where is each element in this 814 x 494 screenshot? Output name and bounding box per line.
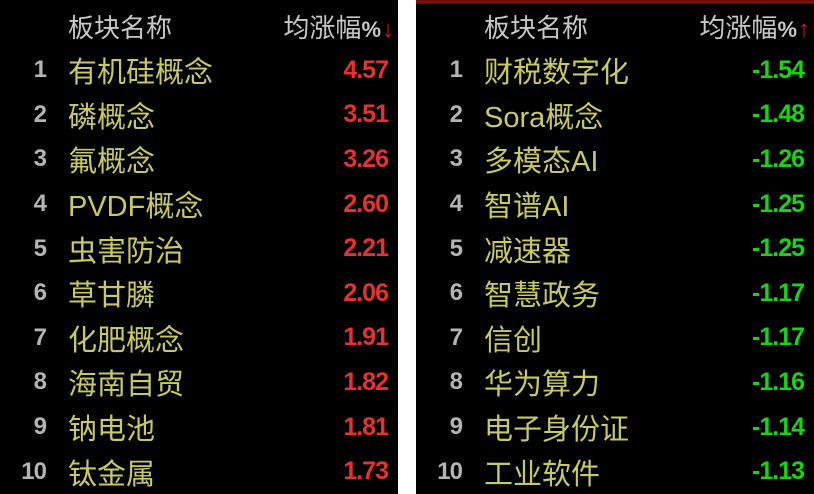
rank-number: 10: [21, 457, 47, 485]
sector-name: 减速器: [484, 235, 572, 268]
avg-change-value: -1.14: [752, 412, 805, 441]
sector-row[interactable]: 8 华为算力 -1.16: [416, 360, 814, 405]
avg-change-value: -1.13: [752, 457, 805, 486]
sector-row[interactable]: 4 智谱AI -1.25: [416, 182, 814, 227]
sector-row[interactable]: 9 钠电池 1.81: [0, 405, 398, 450]
sector-name: PVDF概念: [68, 191, 204, 224]
avg-change-value: 1.81: [343, 412, 389, 441]
gainers-row-list: 1 有机硅概念 4.57 2 磷概念 3.51 3 氟概念 3.26 4 PVDF概念 2.60 5 虫害…: [0, 48, 398, 494]
rank-number: 9: [33, 413, 47, 441]
rank-number: 4: [449, 190, 463, 218]
avg-change-value: -1.25: [752, 189, 805, 218]
rank-number: 7: [449, 323, 463, 351]
avg-change-value: 3.51: [343, 100, 389, 129]
sector-name: 工业软件: [484, 458, 601, 491]
rank-number: 5: [449, 234, 463, 262]
sector-row[interactable]: 3 氟概念 3.26: [0, 137, 398, 182]
sector-row[interactable]: 4 PVDF概念 2.60: [0, 182, 398, 227]
avg-change-column-header[interactable]: 均涨幅%↑: [654, 8, 814, 45]
sector-row[interactable]: 6 智慧政务 -1.17: [416, 271, 814, 316]
sector-name: 钛金属: [68, 458, 156, 491]
avg-change-value: -1.25: [752, 234, 805, 263]
sort-ascending-arrow-icon: ↑: [798, 15, 810, 43]
sector-name: 财税数字化: [484, 57, 630, 90]
sector-name: 多模态AI: [484, 146, 599, 179]
rank-number: 1: [33, 56, 47, 84]
losers-table-header: 板块名称 均涨幅%↑: [416, 0, 814, 48]
avg-change-value: -1.16: [752, 367, 805, 396]
sector-name: 氟概念: [68, 146, 156, 179]
rank-number: 2: [33, 100, 47, 128]
avg-change-value: -1.17: [752, 278, 805, 307]
avg-change-value: -1.17: [752, 323, 805, 352]
rank-number: 6: [33, 279, 47, 307]
percent-sign: %: [777, 16, 797, 42]
rank-number: 5: [33, 234, 47, 262]
sector-row[interactable]: 5 减速器 -1.25: [416, 226, 814, 271]
sector-row[interactable]: 2 Sora概念 -1.48: [416, 93, 814, 138]
losers-row-list: 1 财税数字化 -1.54 2 Sora概念 -1.48 3 多模态AI -1.26 4 智谱AI -…: [416, 48, 814, 494]
avg-change-label: 均涨幅: [699, 12, 778, 43]
sector-row[interactable]: 7 化肥概念 1.91: [0, 316, 398, 361]
gainers-table-header: 板块名称 均涨幅%↓: [0, 0, 398, 48]
sector-row[interactable]: 6 草甘膦 2.06: [0, 271, 398, 316]
sector-name: 化肥概念: [68, 324, 185, 357]
sector-name: 草甘膦: [68, 280, 156, 313]
avg-change-value: 2.60: [343, 189, 389, 218]
rank-number: 7: [33, 323, 47, 351]
sort-descending-arrow-icon: ↓: [382, 15, 394, 43]
sector-row[interactable]: 9 电子身份证 -1.14: [416, 405, 814, 450]
avg-change-value: 1.91: [343, 323, 389, 352]
rank-number: 6: [449, 279, 463, 307]
sector-row[interactable]: 1 有机硅概念 4.57: [0, 48, 398, 93]
sector-name: 电子身份证: [484, 414, 630, 447]
sector-name: 信创: [484, 324, 543, 357]
sector-name-column-header: 板块名称: [484, 12, 589, 43]
sector-name: 智慧政务: [484, 280, 601, 313]
avg-change-column-header[interactable]: 均涨幅%↓: [238, 8, 398, 45]
avg-change-value: 1.82: [343, 367, 389, 396]
avg-change-value: -1.26: [752, 144, 805, 173]
sector-row[interactable]: 8 海南自贸 1.82: [0, 360, 398, 405]
rank-number: 10: [437, 457, 463, 485]
rank-number: 1: [449, 56, 463, 84]
rank-number: 9: [449, 413, 463, 441]
sector-row[interactable]: 3 多模态AI -1.26: [416, 137, 814, 182]
sector-row[interactable]: 1 财税数字化 -1.54: [416, 48, 814, 93]
losers-panel: 板块名称 均涨幅%↑ 1 财税数字化 -1.54 2 Sora概念 -1.48 3 多模态AI…: [416, 0, 814, 494]
avg-change-value: 2.06: [343, 278, 389, 307]
sector-name: 钠电池: [68, 414, 156, 447]
avg-change-label: 均涨幅: [283, 12, 362, 43]
sector-row[interactable]: 10 钛金属 1.73: [0, 449, 398, 494]
sector-row[interactable]: 7 信创 -1.17: [416, 316, 814, 361]
avg-change-value: 1.73: [343, 457, 389, 486]
rank-number: 8: [33, 368, 47, 396]
sector-name: 磷概念: [68, 101, 156, 134]
avg-change-value: -1.48: [752, 100, 805, 129]
sector-row[interactable]: 5 虫害防治 2.21: [0, 226, 398, 271]
sector-name: 华为算力: [484, 369, 601, 402]
rank-number: 4: [33, 190, 47, 218]
rank-number: 2: [449, 100, 463, 128]
sector-row[interactable]: 2 磷概念 3.51: [0, 93, 398, 138]
sector-name: 虫害防治: [68, 235, 185, 268]
avg-change-value: 3.26: [343, 144, 389, 173]
panel-top-accent-bar: [416, 0, 814, 4]
rank-number: 3: [449, 145, 463, 173]
avg-change-value: 4.57: [343, 55, 389, 84]
avg-change-value: 2.21: [343, 234, 389, 263]
sector-row[interactable]: 10 工业软件 -1.13: [416, 449, 814, 494]
sector-name: 有机硅概念: [68, 57, 214, 90]
percent-sign: %: [361, 16, 381, 42]
avg-change-value: -1.54: [752, 55, 805, 84]
sector-name: 海南自贸: [68, 369, 185, 402]
rank-number: 8: [449, 368, 463, 396]
sector-name-column-header: 板块名称: [68, 12, 173, 43]
sector-name: 智谱AI: [484, 191, 570, 224]
sector-name: Sora概念: [484, 101, 604, 134]
rank-number: 3: [33, 145, 47, 173]
gainers-panel: 板块名称 均涨幅%↓ 1 有机硅概念 4.57 2 磷概念 3.51 3 氟概念 3.26 4 PV…: [0, 0, 398, 494]
